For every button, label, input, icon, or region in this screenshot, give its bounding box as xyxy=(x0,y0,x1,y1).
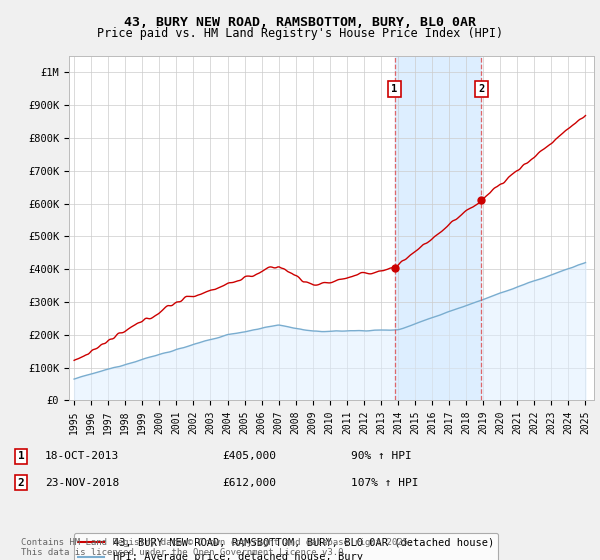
Text: 2: 2 xyxy=(17,478,25,488)
Bar xyxy=(395,56,481,400)
Legend: 43, BURY NEW ROAD, RAMSBOTTOM, BURY, BL0 0AR (detached house), HPI: Average pric: 43, BURY NEW ROAD, RAMSBOTTOM, BURY, BL0… xyxy=(74,533,498,560)
Text: 1: 1 xyxy=(17,451,25,461)
Text: 90% ↑ HPI: 90% ↑ HPI xyxy=(351,451,412,461)
Text: 18-OCT-2013: 18-OCT-2013 xyxy=(45,451,119,461)
Text: Contains HM Land Registry data © Crown copyright and database right 2025.
This d: Contains HM Land Registry data © Crown c… xyxy=(21,538,413,557)
Text: £405,000: £405,000 xyxy=(222,451,276,461)
Text: 1: 1 xyxy=(391,84,398,94)
Text: 43, BURY NEW ROAD, RAMSBOTTOM, BURY, BL0 0AR: 43, BURY NEW ROAD, RAMSBOTTOM, BURY, BL0… xyxy=(124,16,476,29)
Text: Price paid vs. HM Land Registry's House Price Index (HPI): Price paid vs. HM Land Registry's House … xyxy=(97,27,503,40)
Text: 2: 2 xyxy=(478,84,485,94)
Text: £612,000: £612,000 xyxy=(222,478,276,488)
Text: 107% ↑ HPI: 107% ↑ HPI xyxy=(351,478,419,488)
Text: 23-NOV-2018: 23-NOV-2018 xyxy=(45,478,119,488)
